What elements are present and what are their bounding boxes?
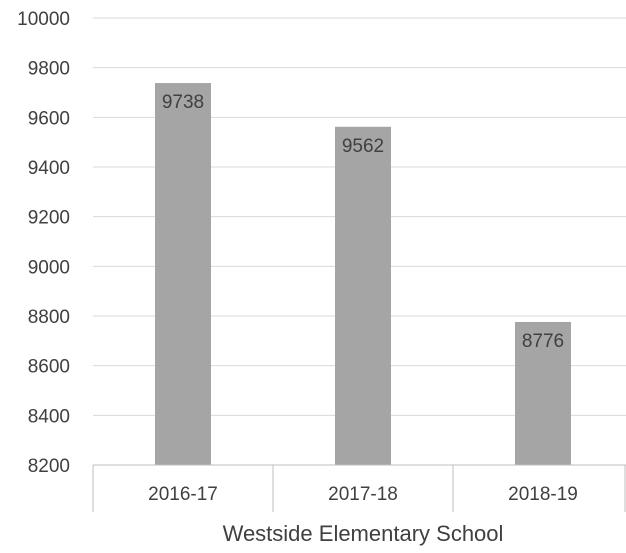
y-tick-label: 9600: [28, 108, 70, 129]
y-tick-label: 9400: [28, 158, 70, 179]
x-axis: 2016-17 2017-18 2018-19: [92, 464, 626, 512]
y-tick-label: 8200: [28, 456, 70, 477]
data-label: 9562: [342, 136, 384, 157]
y-tick-label: 9200: [28, 208, 70, 229]
bar: [515, 321, 571, 465]
y-tick-label: 9800: [28, 59, 70, 80]
y-tick-label: 8400: [28, 406, 70, 427]
y-tick-label: 8800: [28, 307, 70, 328]
y-tick-label: 8600: [28, 357, 70, 378]
y-axis-ticks: 8200 8400 8600 8800 9000 9200 9400 9600 9800 1000…: [17, 9, 70, 477]
data-label: 9738: [162, 92, 204, 113]
data-labels: 9738 9562 8776: [162, 92, 564, 352]
x-tick-label: 2016-17: [148, 484, 218, 505]
y-tick-label: 10000: [17, 9, 70, 30]
bar: [335, 126, 391, 466]
data-label: 8776: [522, 331, 564, 352]
x-axis-group-label: Westside Elementary School: [223, 521, 504, 546]
bar: [155, 83, 211, 466]
x-tick-label: 2018-19: [508, 484, 578, 505]
bars: [155, 83, 571, 466]
x-tick-label: 2017-18: [328, 484, 398, 505]
y-tick-label: 9000: [28, 257, 70, 278]
